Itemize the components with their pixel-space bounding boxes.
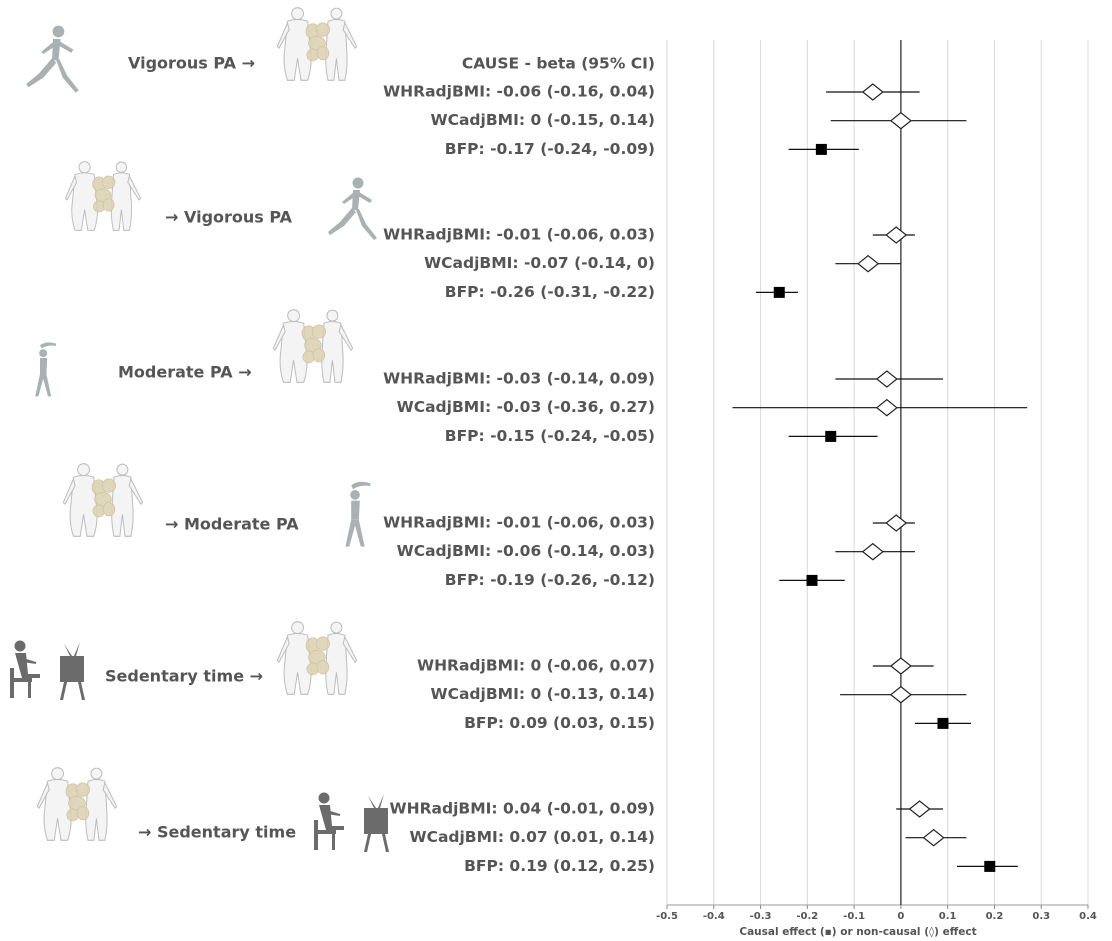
stretch-icon — [35, 342, 56, 396]
row-label: WCadjBMI: 0 (-0.13, 0.14) — [431, 685, 656, 703]
row-label: WCadjBMI: 0.07 (0.01, 0.14) — [409, 828, 655, 846]
noncausal-marker — [886, 227, 906, 243]
row-label: WHRadjBMI: -0.01 (-0.06, 0.03) — [383, 514, 655, 532]
x-tick-label: -0.1 — [843, 911, 865, 922]
row-label: WHRadjBMI: 0.04 (-0.01, 0.09) — [390, 800, 655, 818]
row-label: BFP: -0.17 (-0.24, -0.09) — [445, 140, 655, 158]
group-label: Moderate PA → — [118, 363, 252, 382]
group-label: Vigorous PA → — [128, 54, 255, 73]
row-label: BFP: -0.26 (-0.31, -0.22) — [445, 283, 655, 301]
x-axis-label: Causal effect (▪) or non-causal (◊) effe… — [739, 926, 976, 938]
group-label: → Moderate PA — [165, 515, 299, 534]
column-title: CAUSE - beta (95% CI) — [462, 55, 655, 73]
noncausal-marker — [924, 830, 944, 846]
illustrations — [10, 8, 389, 852]
noncausal-marker — [863, 84, 883, 100]
noncausal-marker — [877, 371, 897, 387]
row-label: WHRadjBMI: -0.06 (-0.16, 0.04) — [383, 83, 655, 101]
causal-marker — [937, 718, 948, 729]
tv-icon — [10, 641, 85, 701]
row-label: WHRadjBMI: -0.01 (-0.06, 0.03) — [383, 226, 655, 244]
row-label: BFP: 0.19 (0.12, 0.25) — [464, 857, 655, 875]
noncausal-marker — [863, 544, 883, 560]
x-tick-label: -0.5 — [656, 911, 678, 922]
noncausal-marker — [891, 113, 911, 129]
noncausal-marker — [910, 801, 930, 817]
x-tick-label: -0.3 — [750, 911, 772, 922]
body-icon — [65, 162, 140, 231]
tv-icon — [314, 793, 389, 853]
body-icon — [37, 768, 116, 841]
stretch-icon — [345, 482, 370, 547]
body-icon — [277, 622, 356, 695]
causal-marker — [807, 575, 818, 586]
chart: CAUSE - beta (95% CI) Causal effect (▪) … — [0, 0, 1112, 941]
causal-marker — [774, 287, 785, 298]
row-label: WHRadjBMI: -0.03 (-0.14, 0.09) — [383, 370, 655, 388]
runner-icon — [26, 26, 79, 93]
x-tick-label: 0.3 — [1032, 911, 1050, 922]
row-label: BFP: -0.19 (-0.26, -0.12) — [445, 571, 655, 589]
body-icon — [63, 464, 142, 537]
noncausal-marker — [886, 515, 906, 531]
row-label: WCadjBMI: -0.03 (-0.36, 0.27) — [397, 398, 655, 416]
x-tick-label: -0.4 — [703, 911, 725, 922]
group-label: Sedentary time → — [105, 667, 263, 686]
x-tick-label: 0.2 — [986, 911, 1004, 922]
noncausal-marker — [877, 400, 897, 416]
x-tick-label: 0.4 — [1079, 911, 1097, 922]
row-label: WHRadjBMI: 0 (-0.06, 0.07) — [417, 657, 655, 675]
row-label: WCadjBMI: 0 (-0.15, 0.14) — [431, 111, 656, 129]
noncausal-marker — [891, 687, 911, 703]
x-tick-label: 0 — [897, 911, 904, 922]
row-label: BFP: 0.09 (0.03, 0.15) — [464, 714, 655, 732]
group-label: → Sedentary time — [138, 823, 296, 842]
body-icon — [273, 310, 352, 383]
causal-marker — [816, 144, 827, 155]
causal-marker — [984, 861, 995, 872]
x-tick-label: 0.1 — [939, 911, 957, 922]
x-tick-label: -0.2 — [796, 911, 818, 922]
causal-marker — [825, 431, 836, 442]
row-label: BFP: -0.15 (-0.24, -0.05) — [445, 427, 655, 445]
noncausal-marker — [858, 256, 878, 272]
runner-icon — [328, 178, 377, 241]
body-icon — [277, 8, 356, 81]
group-label: → Vigorous PA — [165, 208, 293, 227]
row-label: WCadjBMI: -0.06 (-0.14, 0.03) — [397, 542, 655, 560]
noncausal-marker — [891, 658, 911, 674]
row-label: WCadjBMI: -0.07 (-0.14, 0) — [424, 254, 655, 272]
